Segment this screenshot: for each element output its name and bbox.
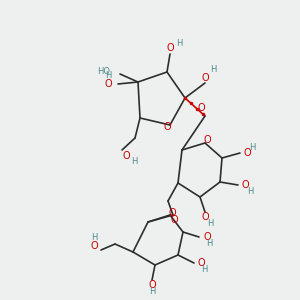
Text: H: H	[149, 287, 155, 296]
Text: H: H	[131, 158, 137, 166]
Text: O: O	[168, 208, 176, 218]
Text: O: O	[197, 103, 205, 113]
Text: O: O	[242, 180, 250, 190]
Text: O: O	[244, 148, 252, 158]
Text: H: H	[106, 70, 112, 80]
Text: H: H	[206, 239, 212, 248]
Text: O: O	[122, 151, 130, 161]
Text: H: H	[247, 187, 253, 196]
Text: O: O	[198, 258, 206, 268]
Text: O: O	[201, 73, 209, 83]
Text: O: O	[148, 280, 156, 290]
Text: H: H	[201, 266, 207, 274]
Text: H: H	[207, 218, 213, 227]
Text: O: O	[170, 215, 178, 225]
Text: H: H	[92, 233, 98, 242]
Text: O: O	[163, 122, 171, 132]
Text: H: H	[249, 142, 255, 152]
Text: O: O	[201, 212, 209, 222]
Text: HO: HO	[97, 68, 110, 76]
Text: O: O	[203, 135, 211, 145]
Text: O: O	[166, 43, 174, 53]
Text: O: O	[104, 79, 112, 89]
Text: O: O	[90, 241, 98, 251]
Text: H: H	[176, 40, 182, 49]
Text: O: O	[203, 232, 211, 242]
Text: H: H	[210, 65, 216, 74]
